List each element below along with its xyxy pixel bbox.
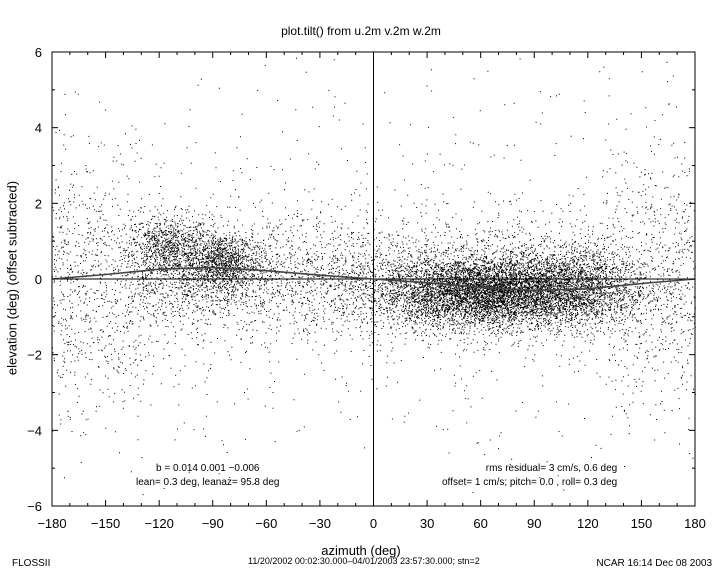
y-tick-label: 4: [35, 121, 42, 136]
rms-residual-line: rms residual= 3 cm/s, 0.6 deg: [485, 463, 618, 474]
x-tick-label: −150: [91, 516, 120, 531]
x-tick-label: −180: [37, 516, 66, 531]
y-axis-label: elevation (deg) (offset subtracted): [4, 180, 20, 376]
x-tick-label: 60: [473, 516, 487, 531]
y-tick-label: 2: [35, 196, 42, 211]
lean-line: lean= 0.3 deg, leanaz= 95.8 deg: [136, 477, 280, 488]
y-tick-label: −2: [27, 348, 42, 363]
x-tick-label: 30: [420, 516, 434, 531]
generation-stamp: NCAR 16:14 Dec 08 2003: [596, 558, 712, 569]
residual-annotation: rms residual= 3 cm/s, 0.6 deg offset= 1 …: [442, 462, 617, 490]
offset-line: offset= 1 cm/s; pitch= 0.0 , roll= 0.3 d…: [442, 477, 618, 488]
x-tick-label: −30: [309, 516, 331, 531]
project-label: FLOSSII: [12, 558, 51, 569]
scatter-points: [52, 57, 696, 496]
x-tick-label: 180: [684, 516, 706, 531]
x-axis-label: azimuth (deg): [321, 543, 401, 558]
coefficients-line: b = 0.014 0.001 −0.006: [156, 463, 260, 474]
x-tick-label: −90: [202, 516, 224, 531]
fit-curve: [51, 266, 696, 292]
x-tick-label: 120: [577, 516, 599, 531]
y-tick-label: 6: [35, 45, 42, 60]
y-tick-label: 0: [35, 272, 42, 287]
y-tick-label: −4: [27, 423, 42, 438]
time-range-label: 11/20/2002 00:02:30.000–04/01/2003 23:57…: [248, 556, 480, 566]
x-tick-label: 150: [631, 516, 653, 531]
x-tick-label: 0: [370, 516, 377, 531]
chart-title: plot.tilt() from u.2m v.2m w.2m: [281, 24, 441, 38]
x-tick-label: −60: [255, 516, 277, 531]
y-tick-label: −6: [27, 499, 42, 514]
x-tick-label: 90: [527, 516, 541, 531]
fit-coefficients-annotation: b = 0.014 0.001 −0.006 lean= 0.3 deg, le…: [136, 462, 279, 490]
x-tick-label: −120: [145, 516, 174, 531]
